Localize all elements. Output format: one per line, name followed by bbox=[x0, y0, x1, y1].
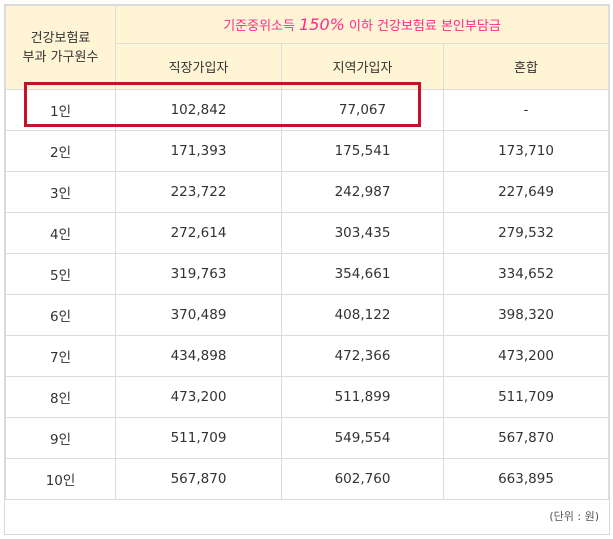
cell-mixed: 473,200 bbox=[443, 335, 609, 377]
cell-regional: 354,661 bbox=[281, 253, 444, 295]
cell-mixed: 279,532 bbox=[443, 212, 609, 254]
cell-size: 2인 bbox=[5, 130, 116, 172]
cell-size: 4인 bbox=[5, 212, 116, 254]
table-row: 8인 473,200 511,899 511,709 bbox=[5, 376, 609, 418]
highlight-box bbox=[24, 82, 421, 127]
cell-size: 3인 bbox=[5, 171, 116, 213]
cell-mixed: 663,895 bbox=[443, 458, 609, 500]
cell-size: 9인 bbox=[5, 417, 116, 459]
unit-note: (단위 : 원) bbox=[549, 510, 599, 523]
cell-regional: 175,541 bbox=[281, 130, 444, 172]
household-label-line2: 부과 가구원수 bbox=[22, 49, 99, 65]
cell-mixed: 227,649 bbox=[443, 171, 609, 213]
cell-mixed: 398,320 bbox=[443, 294, 609, 336]
premium-table: 건강보험료 부과 가구원수 기준중위소득 150% 이하 건강보험료 본인부담금… bbox=[5, 5, 609, 500]
cell-size: 10인 bbox=[5, 458, 116, 500]
cell-mixed: 334,652 bbox=[443, 253, 609, 295]
cell-regional: 242,987 bbox=[281, 171, 444, 213]
table-row: 3인 223,722 242,987 227,649 bbox=[5, 171, 609, 213]
cell-employee: 511,709 bbox=[115, 417, 282, 459]
cell-employee: 370,489 bbox=[115, 294, 282, 336]
premium-table-container: 건강보험료 부과 가구원수 기준중위소득 150% 이하 건강보험료 본인부담금… bbox=[4, 4, 610, 535]
group-title-prefix: 기준중위소득 bbox=[223, 19, 300, 34]
cell-employee: 272,614 bbox=[115, 212, 282, 254]
cell-regional: 549,554 bbox=[281, 417, 444, 459]
cell-employee: 567,870 bbox=[115, 458, 282, 500]
household-size-header: 건강보험료 부과 가구원수 bbox=[5, 5, 116, 90]
household-label-line1: 건강보험료 bbox=[30, 30, 91, 46]
cell-mixed: 567,870 bbox=[443, 417, 609, 459]
table-row: 9인 511,709 549,554 567,870 bbox=[5, 417, 609, 459]
cell-employee: 171,393 bbox=[115, 130, 282, 172]
table-row: 7인 434,898 472,366 473,200 bbox=[5, 335, 609, 377]
table-row: 5인 319,763 354,661 334,652 bbox=[5, 253, 609, 295]
cell-employee: 434,898 bbox=[115, 335, 282, 377]
cell-regional: 511,899 bbox=[281, 376, 444, 418]
table-row: 6인 370,489 408,122 398,320 bbox=[5, 294, 609, 336]
cell-employee: 223,722 bbox=[115, 171, 282, 213]
cell-size: 5인 bbox=[5, 253, 116, 295]
table-row: 2인 171,393 175,541 173,710 bbox=[5, 130, 609, 172]
cell-employee: 319,763 bbox=[115, 253, 282, 295]
cell-size: 8인 bbox=[5, 376, 116, 418]
cell-employee: 473,200 bbox=[115, 376, 282, 418]
table-row: 4인 272,614 303,435 279,532 bbox=[5, 212, 609, 254]
group-title-percent: 150% bbox=[299, 15, 345, 34]
cell-size: 7인 bbox=[5, 335, 116, 377]
cell-regional: 408,122 bbox=[281, 294, 444, 336]
group-title: 기준중위소득 150% 이하 건강보험료 본인부담금 bbox=[115, 5, 609, 44]
cell-mixed: - bbox=[443, 89, 609, 131]
cell-regional: 472,366 bbox=[281, 335, 444, 377]
cell-mixed: 173,710 bbox=[443, 130, 609, 172]
group-title-suffix: 이하 건강보험료 본인부담금 bbox=[344, 19, 501, 34]
cell-mixed: 511,709 bbox=[443, 376, 609, 418]
table-row: 10인 567,870 602,760 663,895 bbox=[5, 458, 609, 500]
col-mixed-header: 혼합 bbox=[443, 43, 609, 90]
cell-regional: 602,760 bbox=[281, 458, 444, 500]
cell-size: 6인 bbox=[5, 294, 116, 336]
cell-regional: 303,435 bbox=[281, 212, 444, 254]
